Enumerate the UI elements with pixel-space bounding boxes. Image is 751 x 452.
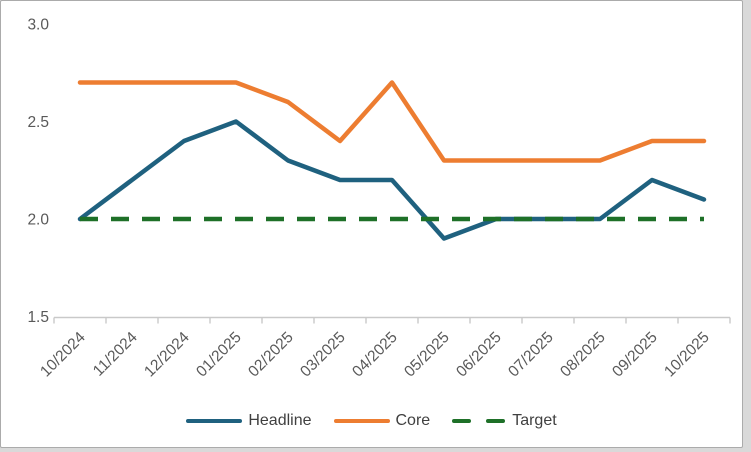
x-tick-label: 03/2025 — [297, 329, 349, 381]
series-line-headline[interactable] — [77, 119, 707, 241]
target-dash-segment — [452, 418, 472, 424]
core-line-swatch — [333, 418, 390, 424]
chart-legend: Headline Core Target — [1, 405, 742, 437]
series-line-core[interactable] — [77, 80, 707, 163]
legend-label-core: Core — [395, 412, 431, 429]
legend-label-headline: Headline — [248, 412, 312, 429]
x-tick-label: 05/2025 — [401, 329, 453, 381]
y-tick-label: 2.0 — [27, 212, 49, 229]
x-tick-label: 06/2025 — [453, 329, 505, 381]
y-tick-label: 1.5 — [27, 309, 49, 326]
legend-item-core[interactable]: Core — [333, 412, 431, 429]
legend-label-target: Target — [512, 412, 557, 429]
headline-line-swatch — [186, 418, 243, 424]
x-tick-label: 08/2025 — [557, 329, 609, 381]
legend-item-headline[interactable]: Headline — [186, 412, 312, 429]
y-tick-label: 3.0 — [27, 17, 49, 34]
x-tick-label: 02/2025 — [245, 329, 297, 381]
line-chart-plot-area: 3.0 2.5 2.0 1.5 10/2024 11/2024 12/2024 01/2025… — [27, 17, 731, 381]
y-tick-label: 2.5 — [27, 114, 49, 131]
x-tick-label: 10/2025 — [661, 329, 713, 381]
legend-item-target[interactable]: Target — [452, 412, 557, 429]
x-tick-label: 10/2024 — [37, 329, 89, 381]
x-tick-label: 11/2024 — [90, 329, 141, 380]
x-tick-label: 12/2024 — [141, 329, 193, 381]
x-tick-label: 01/2025 — [193, 329, 245, 381]
x-tick-label: 07/2025 — [505, 329, 557, 381]
x-tick-label: 04/2025 — [349, 329, 401, 381]
target-dashed-swatch — [452, 418, 506, 424]
target-dash-segment — [486, 418, 506, 424]
x-tick-label: 09/2025 — [609, 329, 661, 381]
